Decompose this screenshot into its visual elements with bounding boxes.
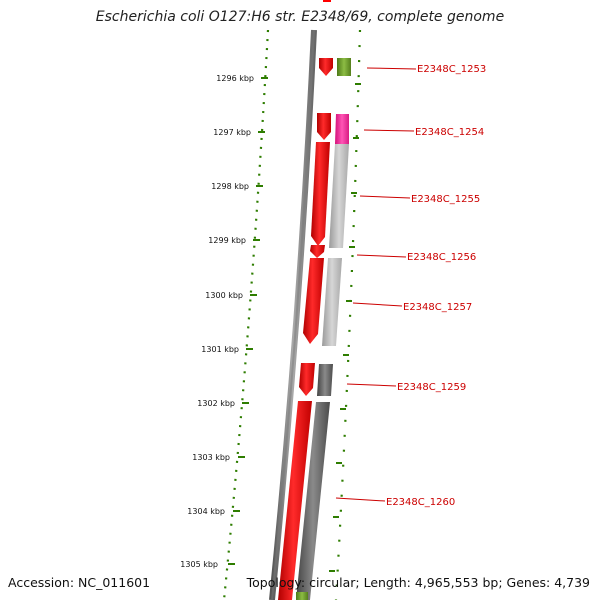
ruler-dotted-line [222, 29, 270, 600]
cog-block-darkgray-2 [296, 402, 330, 600]
gene-1260-arrow [278, 401, 312, 600]
gene-label: E2348C_1256 [407, 252, 476, 263]
ruler-label: 1300 kbp [205, 291, 243, 300]
gene-1254-arrow [317, 113, 331, 140]
gene-label: E2348C_1257 [403, 302, 472, 313]
cog-block-green-bottom [296, 592, 308, 600]
inner-ticks [329, 83, 361, 572]
cog-block-lightgray-2 [322, 258, 342, 346]
ruler-label: 1302 kbp [197, 399, 235, 408]
gene-label: E2348C_1253 [417, 64, 486, 75]
ruler-label: 1297 kbp [213, 128, 251, 137]
gene-1259-arrow [299, 363, 315, 396]
gene-1256-arrow [310, 245, 325, 258]
cog-block-green [337, 58, 351, 76]
topology-text: Topology: circular; Length: 4,965,553 bp… [246, 575, 590, 590]
ruler-label: 1303 kbp [192, 453, 230, 462]
gene-label: E2348C_1254 [415, 127, 484, 138]
gene-label: E2348C_1259 [397, 382, 466, 393]
ruler-label: 1301 kbp [201, 345, 239, 354]
accession-text: Accession: NC_011601 [8, 575, 151, 590]
gene-1253-arrow [319, 58, 333, 76]
cog-track [296, 58, 351, 600]
cog-block-pink [335, 114, 349, 144]
ruler-label: 1296 kbp [216, 74, 254, 83]
ruler-label: 1304 kbp [187, 507, 225, 516]
gene-fragment-top [323, 0, 331, 2]
ruler-label: 1299 kbp [208, 236, 246, 245]
cog-block-lightgray-1 [329, 144, 349, 248]
forward-cds-track [278, 58, 333, 600]
ruler-label: 1305 kbp [180, 560, 218, 569]
map-title: Escherichia coli O127:H6 str. E2348/69, … [95, 9, 505, 25]
gene-label-leaders [335, 67, 417, 502]
ruler-label: 1298 kbp [211, 182, 249, 191]
cog-block-darkgray-1 [317, 364, 333, 396]
gene-1257-arrow [303, 258, 324, 344]
gene-1255-arrow [311, 142, 330, 246]
gene-label: E2348C_1260 [386, 497, 455, 508]
gene-label: E2348C_1255 [411, 194, 480, 205]
gene-labels: E2348C_1253 E2348C_1254 E2348C_1255 E234… [386, 64, 486, 508]
ruler-labels: 1296 kbp 1297 kbp 1298 kbp 1299 kbp 1300… [180, 74, 254, 569]
ruler-ticks [228, 77, 268, 565]
